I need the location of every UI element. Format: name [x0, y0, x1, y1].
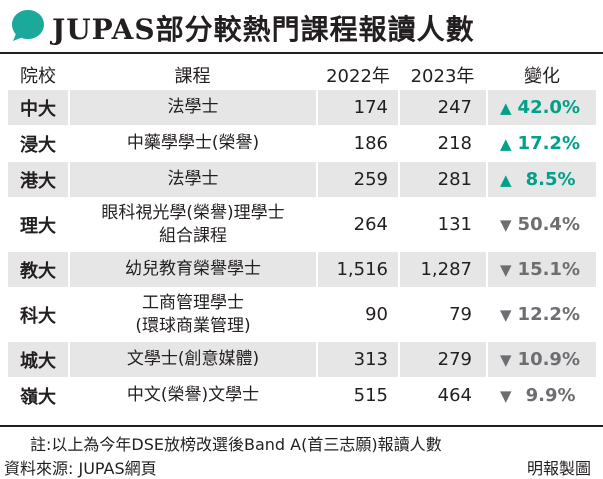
school-cell: 浸大 — [20, 134, 56, 156]
course-line: 法學士 — [167, 169, 219, 189]
triangle-down-icon: ▼ — [500, 305, 512, 324]
value-2022-cell: 186 — [353, 133, 388, 154]
course-cell: 中藥學學士(榮譽) — [70, 126, 316, 161]
table-row: 教大 幼兒教育榮譽學士 1,516 1,287 ▼ 15.1% — [0, 252, 603, 287]
table-row: 理大 眼科視光學(榮譽)理學士 組合課程 264 131 ▼ 50.4% — [0, 198, 603, 251]
change-percent: 12.2% — [517, 304, 580, 325]
course-line: 工商管理學士 — [142, 292, 244, 313]
value-2022-cell: 259 — [318, 162, 398, 197]
course-cell: 法學士 — [70, 162, 316, 197]
change-cell: ▼ 50.4% — [488, 198, 596, 251]
source-credit: 資料來源: JUPAS網頁 — [4, 459, 157, 478]
value-2023-cell: 279 — [400, 342, 486, 377]
triangle-down-icon: ▼ — [500, 350, 512, 369]
course-line: 組合課程 — [159, 225, 227, 246]
change-percent: 50.4% — [517, 214, 580, 235]
value-2023-cell: 79 — [449, 304, 472, 325]
course-line: 幼兒教育榮譽學士 — [125, 259, 261, 279]
triangle-down-icon: ▼ — [500, 260, 512, 279]
value-2022-cell: 264 — [353, 214, 388, 235]
change-cell: ▼ 10.9% — [488, 342, 596, 377]
value-2023-cell: 218 — [437, 133, 472, 154]
course-cell: 幼兒教育榮譽學士 — [70, 252, 316, 287]
change-percent: 15.1% — [517, 259, 580, 280]
change-cell: ▲ 17.2% — [488, 126, 596, 161]
change-cell: ▲ 8.5% — [488, 162, 596, 197]
page-title: JUPAS部分較熱門課程報讀人數 — [52, 13, 475, 46]
header-course: 課程 — [174, 66, 211, 87]
course-line: 中文(榮譽)文學士 — [126, 385, 260, 405]
course-cell: 工商管理學士 (環球商業管理) — [70, 288, 316, 341]
title-bar: JUPAS部分較熱門課程報讀人數 — [0, 0, 603, 52]
publisher-credit: 明報製圖 — [526, 459, 591, 478]
title-divider — [0, 52, 603, 54]
value-2023-cell: 247 — [400, 90, 486, 125]
course-line: 中藥學學士(榮譽) — [126, 133, 260, 153]
value-2023-cell: 1,287 — [400, 252, 486, 287]
table-row: 浸大 中藥學學士(榮譽) 186 218 ▲ 17.2% — [0, 126, 603, 161]
value-2023-cell: 281 — [400, 162, 486, 197]
header-school: 院校 — [20, 66, 56, 87]
course-line: 眼科視光學(榮譽)理學士 — [101, 202, 285, 223]
school-cell: 嶺大 — [20, 386, 56, 408]
school-cell: 教大 — [8, 252, 68, 287]
course-line: 法學士 — [167, 97, 219, 117]
change-cell: ▼ 9.9% — [488, 378, 596, 413]
table-row: 科大 工商管理學士 (環球商業管理) 90 79 ▼ 12.2% — [0, 288, 603, 341]
table-row: 城大 文學士(創意媒體) 313 279 ▼ 10.9% — [0, 342, 603, 377]
course-cell: 法學士 — [70, 90, 316, 125]
header-2023: 2023年 — [410, 66, 475, 87]
value-2022-cell: 1,516 — [318, 252, 398, 287]
triangle-up-icon: ▲ — [500, 134, 512, 153]
course-cell: 中文(榮譽)文學士 — [70, 378, 316, 413]
value-2023-cell: 131 — [437, 214, 472, 235]
change-percent: 10.9% — [517, 349, 580, 370]
triangle-down-icon: ▼ — [500, 215, 512, 234]
triangle-down-icon: ▼ — [500, 386, 512, 405]
header-change: 變化 — [524, 66, 560, 87]
school-cell: 科大 — [20, 305, 56, 327]
change-percent: 9.9% — [525, 385, 576, 406]
value-2022-cell: 515 — [353, 385, 388, 406]
course-cell: 眼科視光學(榮譽)理學士 組合課程 — [70, 198, 316, 251]
course-cell: 文學士(創意媒體) — [70, 342, 316, 377]
school-cell: 理大 — [20, 215, 56, 237]
value-2023-cell: 464 — [437, 385, 472, 406]
table-row: 嶺大 中文(榮譽)文學士 515 464 ▼ 9.9% — [0, 378, 603, 413]
change-cell: ▼ 15.1% — [488, 252, 596, 287]
table-row: 中大 法學士 174 247 ▲ 42.0% — [0, 90, 603, 125]
course-line: (環球商業管理) — [135, 315, 251, 336]
change-percent: 17.2% — [517, 133, 580, 154]
course-line: 文學士(創意媒體) — [126, 349, 260, 369]
header-2022: 2022年 — [326, 66, 390, 87]
speech-bubble-icon — [12, 10, 44, 41]
table-row: 港大 法學士 259 281 ▲ 8.5% — [0, 162, 603, 197]
value-2022-cell: 313 — [318, 342, 398, 377]
triangle-up-icon: ▲ — [500, 98, 512, 117]
change-percent: 42.0% — [517, 97, 580, 118]
change-cell: ▼ 12.2% — [488, 288, 596, 341]
change-cell: ▲ 42.0% — [488, 90, 596, 125]
table-header: 院校 課程 2022年 2023年 變化 — [0, 56, 603, 90]
school-cell: 港大 — [8, 162, 68, 197]
change-percent: 8.5% — [525, 169, 576, 190]
footer-divider — [0, 425, 603, 427]
school-cell: 中大 — [8, 90, 68, 125]
footnote: 註:以上為今年DSE放榜改選後Band A(首三志願)報讀人數 — [30, 435, 442, 454]
value-2022-cell: 174 — [318, 90, 398, 125]
triangle-up-icon: ▲ — [500, 170, 512, 189]
value-2022-cell: 90 — [365, 304, 388, 325]
school-cell: 城大 — [8, 342, 68, 377]
